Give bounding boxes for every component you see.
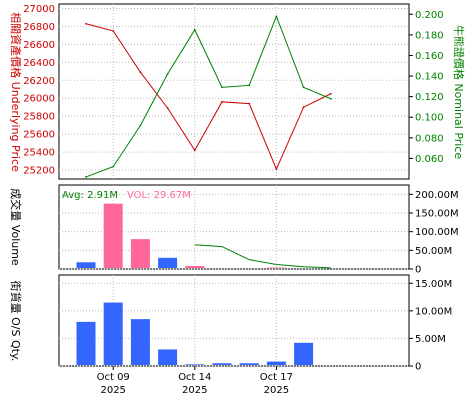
nominal-price-point <box>302 86 305 89</box>
x-tick-year-label: 2025 <box>182 385 207 396</box>
nominal-price-point <box>275 15 278 18</box>
os-tick-label: 0 <box>415 362 421 373</box>
volume-bar <box>130 239 150 268</box>
nominal-tick-label: 0.180 <box>415 30 444 41</box>
underlying-tick-label: 26800 <box>23 22 55 33</box>
underlying-price-point <box>193 149 196 152</box>
underlying-price-point <box>248 102 251 105</box>
x-tick-year-label: 2025 <box>100 385 125 396</box>
underlying-tick-label: 27000 <box>23 4 55 15</box>
nominal-tick-label: 0.100 <box>415 113 444 124</box>
underlying-price-point <box>329 92 332 95</box>
underlying-tick-label: 25400 <box>23 148 55 159</box>
os-qty-bar <box>294 342 314 365</box>
os-tick-label: 15.00M <box>415 279 452 290</box>
nominal-tick-label: 0.140 <box>415 72 444 83</box>
os-qty-bar <box>76 321 96 365</box>
underlying-price-point <box>166 107 169 110</box>
x-tick-label: Oct 17 <box>260 372 293 383</box>
nominal-tick-label: 0.080 <box>415 133 444 144</box>
nominal-axis-title: 牛熊證價格 Nominal Price <box>452 25 466 160</box>
volume-axis-title: 成交量 Volume <box>9 188 23 266</box>
os-qty-bar <box>103 302 123 365</box>
nominal-price-point <box>248 84 251 87</box>
x-tick-label: Oct 14 <box>178 372 211 383</box>
volume-tick-label: 50.00M <box>415 246 452 257</box>
underlying-price-point <box>85 22 87 25</box>
volume-tick-label: 200.00M <box>415 190 459 201</box>
nominal-tick-label: 0.060 <box>415 154 444 165</box>
underlying-tick-label: 26600 <box>23 40 55 51</box>
volume-average-line <box>194 244 331 269</box>
underlying-tick-label: 25600 <box>23 130 55 141</box>
underlying-tick-label: 26200 <box>23 76 55 87</box>
underlying-axis-title: 相關資產價格 Underlying Price <box>9 12 23 172</box>
price-panel <box>58 3 410 180</box>
nominal-tick-label: 0.120 <box>415 92 444 103</box>
volume-bar <box>76 262 96 268</box>
nominal-price-point <box>329 97 332 100</box>
volume-bar <box>185 266 205 268</box>
volume-tick-label: 0 <box>415 265 421 276</box>
os-tick-label: 10.00M <box>415 306 452 317</box>
underlying-price-point <box>302 106 305 109</box>
underlying-price-point <box>221 100 223 103</box>
volume-bar <box>103 203 123 268</box>
os-qty-bar <box>266 361 286 365</box>
underlying-tick-label: 25200 <box>23 166 55 177</box>
os-qty-bar <box>158 349 178 365</box>
volume-avg-annotation: Avg: 2.91M <box>62 190 118 201</box>
os-qty-bar <box>239 363 259 365</box>
nominal-price-point <box>166 73 169 75</box>
volume-bar <box>158 257 178 268</box>
underlying-tick-label: 26400 <box>23 58 55 69</box>
underlying-price-point <box>112 30 115 32</box>
x-tick-year-label: 2025 <box>264 385 289 396</box>
volume-tick-label: 150.00M <box>415 209 459 220</box>
nominal-price-point <box>85 176 87 178</box>
os-qty-bar <box>212 363 232 365</box>
os-qty-bar <box>185 364 205 365</box>
underlying-tick-label: 26000 <box>23 94 55 105</box>
nominal-price-point <box>193 28 196 31</box>
volume-vol-annotation: VOL: 29.67M <box>127 190 191 201</box>
underlying-tick-label: 25800 <box>23 112 55 123</box>
nominal-price-point <box>112 165 115 168</box>
underlying-price-point <box>275 168 278 171</box>
nominal-price-point <box>221 86 223 89</box>
nominal-tick-label: 0.200 <box>415 10 444 21</box>
os-qty-axis-title: 街貨量 O/S Qty. <box>9 281 23 362</box>
nominal-price-point <box>139 124 142 127</box>
x-tick-label: Oct 09 <box>97 372 130 383</box>
volume-tick-label: 100.00M <box>415 227 459 238</box>
os-qty-bar <box>130 319 150 365</box>
underlying-price-line <box>85 23 332 171</box>
underlying-price-point <box>139 71 142 74</box>
nominal-tick-label: 0.160 <box>415 51 444 62</box>
nominal-price-line <box>85 14 331 178</box>
os-tick-label: 5.00M <box>415 334 446 345</box>
